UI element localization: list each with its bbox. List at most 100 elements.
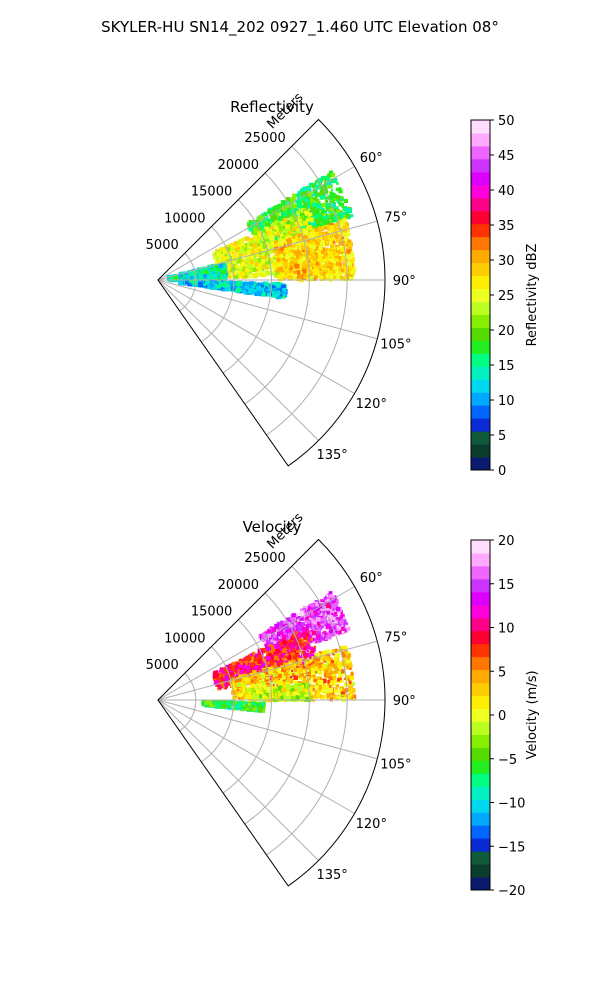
colorbar-swatch xyxy=(471,405,490,418)
radar-gate xyxy=(191,276,194,279)
radar-gate xyxy=(321,210,325,214)
radar-gate xyxy=(327,219,330,222)
colorbar-swatch xyxy=(471,198,490,211)
radar-gate xyxy=(343,199,346,202)
colorbar-tick-label: 35 xyxy=(498,219,515,234)
radar-gate xyxy=(289,217,292,220)
radar-gate xyxy=(336,195,340,199)
colorbar-tick-label: 15 xyxy=(498,359,515,374)
radar-gate xyxy=(314,260,317,263)
radar-gate xyxy=(303,202,305,204)
radar-gate xyxy=(293,259,298,264)
figure-title: SKYLER-HU SN14_202 0927_1.460 UTC Elevat… xyxy=(101,18,499,37)
radar-gate xyxy=(329,225,334,230)
radar-gate xyxy=(325,197,328,200)
radar-gate xyxy=(278,290,280,292)
radar-gate xyxy=(319,215,322,218)
radar-gate xyxy=(235,270,239,274)
colorbar-swatch xyxy=(471,340,490,353)
radar-gate xyxy=(274,268,276,270)
radar-gate xyxy=(351,267,354,270)
radar-gate xyxy=(314,265,317,268)
radar-gate xyxy=(334,266,339,271)
colorbar-tick-label: 20 xyxy=(498,324,515,339)
radar-gate xyxy=(211,268,214,271)
radar-gate xyxy=(302,270,306,274)
radar-gate xyxy=(342,226,346,230)
radar-gate xyxy=(258,240,260,242)
colorbar-swatch xyxy=(471,314,490,327)
colorbar-swatch xyxy=(471,457,490,470)
radar-gate xyxy=(349,216,351,218)
colorbar-swatch xyxy=(471,431,490,444)
radar-gate xyxy=(276,229,278,231)
colorbar-swatch xyxy=(471,301,490,314)
colorbar-swatch xyxy=(471,289,490,302)
radar-gate xyxy=(304,211,307,214)
radar-gate xyxy=(350,271,353,274)
azimuth-gridline xyxy=(158,280,319,441)
angle-tick-label: 60° xyxy=(360,151,383,166)
radar-gate xyxy=(340,272,342,274)
angle-tick-label: 75° xyxy=(384,210,407,225)
colorbar-swatch xyxy=(471,379,490,392)
radar-gate xyxy=(340,203,344,207)
radar-gate xyxy=(330,265,332,267)
radar-gate xyxy=(321,250,325,254)
radar-gate xyxy=(283,212,287,216)
radar-gate xyxy=(256,270,258,272)
radar-gate xyxy=(300,220,302,222)
radar-gate xyxy=(317,239,321,243)
velocity-panel: 60°75°90°105°120°135°5000100001500020000… xyxy=(146,510,540,899)
colorbar-swatch xyxy=(471,133,490,146)
radar-gate xyxy=(291,261,293,263)
radar-gate xyxy=(199,273,204,278)
radar-gate xyxy=(253,273,257,277)
colorbar-tick-label: 45 xyxy=(498,149,515,164)
angle-tick-label: 105° xyxy=(380,338,411,353)
radar-gate xyxy=(297,213,299,215)
radar-gate xyxy=(292,245,295,248)
radar-gate xyxy=(247,240,250,243)
radar-gate xyxy=(253,289,257,293)
colorbar-tick-label: 0 xyxy=(498,464,506,479)
radial-tick-label: 15000 xyxy=(191,185,232,200)
radar-gate xyxy=(277,223,280,226)
radar-gate xyxy=(311,199,314,202)
radar-gate xyxy=(222,285,225,288)
radar-gate xyxy=(253,258,257,262)
radar-gate xyxy=(248,266,251,269)
radar-gate xyxy=(302,228,304,230)
radar-gate xyxy=(308,255,311,258)
radar-gate xyxy=(305,262,309,266)
colorbar-swatch xyxy=(471,120,490,133)
radar-gate xyxy=(236,282,240,286)
radar-gate xyxy=(332,237,334,239)
radar-gate xyxy=(277,286,279,288)
radar-gate xyxy=(263,245,266,248)
radar-gate xyxy=(240,248,244,252)
radar-gate xyxy=(318,246,322,250)
radar-gate xyxy=(281,285,284,288)
colorbar-swatch xyxy=(471,418,490,431)
radar-gate xyxy=(331,189,333,191)
radar-gate xyxy=(290,257,293,260)
radar-gate xyxy=(343,617,345,619)
colorbar-swatch xyxy=(471,366,490,379)
radar-gate xyxy=(266,283,269,286)
radar-gate xyxy=(275,243,278,246)
radar-gate xyxy=(309,218,312,221)
radar-gate xyxy=(235,248,239,252)
radar-gate xyxy=(267,209,271,213)
radar-gate xyxy=(217,252,222,257)
colorbar-swatch xyxy=(471,172,490,185)
radar-gate xyxy=(326,215,328,217)
radar-gate xyxy=(346,208,350,212)
radar-gate xyxy=(318,266,320,268)
radar-gate xyxy=(269,229,271,231)
radar-gate xyxy=(243,244,246,247)
radar-gate xyxy=(278,267,283,272)
colorbar-swatch xyxy=(471,276,490,289)
colorbar-swatch xyxy=(471,327,490,340)
